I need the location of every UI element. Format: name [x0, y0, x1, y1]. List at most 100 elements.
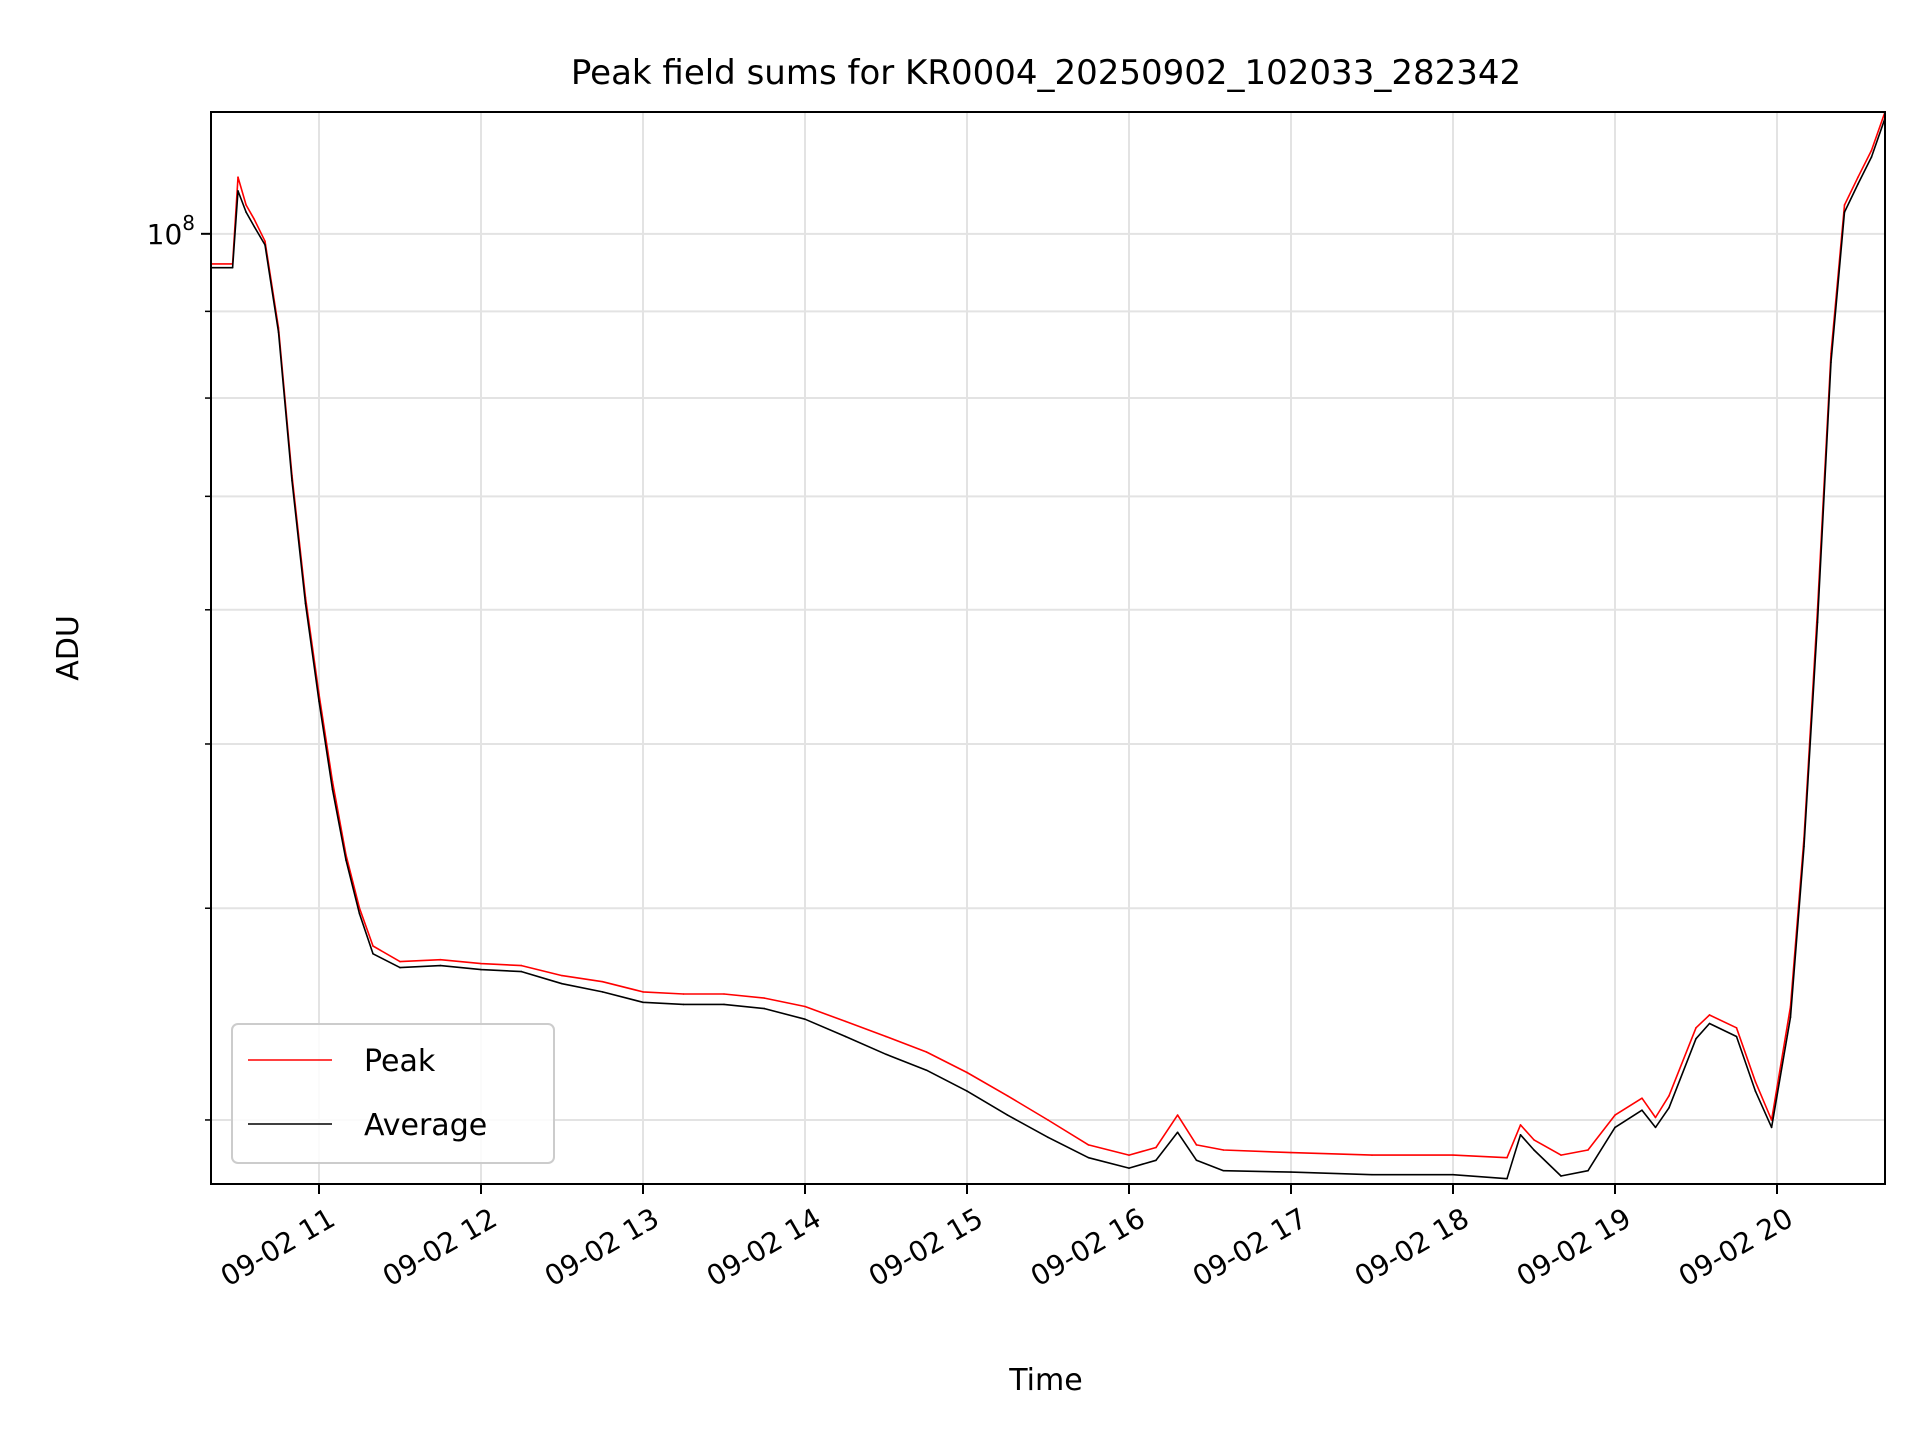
data-point-peak-27: [885, 1035, 887, 1038]
data-point-average-3: [237, 190, 239, 192]
data-point-peak-61: [1870, 149, 1873, 152]
data-point-peak-6: [264, 240, 266, 243]
data-point-average-55: [1789, 1016, 1792, 1018]
data-point-peak-26: [844, 1020, 847, 1023]
data-point-peak-3: [237, 176, 239, 178]
data-point-average-18: [520, 970, 523, 973]
data-point-average-25: [804, 1018, 806, 1021]
data-point-average-32: [1087, 1156, 1090, 1159]
data-point-average-16: [439, 964, 442, 967]
series-line-average: [211, 118, 1886, 1180]
data-point-average-61: [1870, 156, 1873, 158]
data-point-peak-36: [1195, 1144, 1198, 1146]
data-point-peak-45: [1587, 1149, 1589, 1151]
data-point-average-52: [1735, 1035, 1738, 1038]
data-point-average-57: [1816, 621, 1819, 623]
data-point-average-19: [561, 982, 563, 985]
data-point-average-44: [1560, 1175, 1562, 1177]
x-axis-label: Time: [1008, 1363, 1082, 1398]
data-point-average-22: [682, 1003, 685, 1006]
data-point-peak-21: [642, 991, 644, 993]
data-point-average-17: [480, 968, 482, 971]
data-point-peak-41: [1506, 1156, 1508, 1159]
data-point-average-6: [264, 244, 266, 246]
data-point-peak-60: [1857, 176, 1859, 178]
series-line-peak: [211, 111, 1886, 1159]
data-point-average-33: [1128, 1167, 1130, 1169]
data-point-peak-32: [1087, 1144, 1090, 1146]
data-point-average-40: [1452, 1173, 1454, 1176]
data-point-average-13: [358, 912, 361, 915]
data-point-peak-14: [372, 945, 374, 947]
data-point-average-10: [318, 700, 320, 702]
data-point-average-50: [1695, 1037, 1697, 1040]
data-point-average-7: [277, 331, 280, 333]
data-point-average-23: [723, 1003, 725, 1006]
data-point-peak-5: [253, 218, 255, 221]
data-point-average-9: [304, 602, 307, 605]
data-point-average-30: [1006, 1114, 1009, 1116]
data-point-average-47: [1641, 1109, 1643, 1112]
data-point-peak-46: [1614, 1114, 1616, 1116]
plot-frame: [210, 111, 1886, 1185]
data-point-peak-43: [1533, 1139, 1535, 1141]
data-point-average-29: [966, 1090, 968, 1092]
data-point-average-5: [253, 225, 255, 228]
data-point-average-38: [1290, 1171, 1292, 1173]
data-point-peak-33: [1128, 1154, 1130, 1156]
data-point-peak-13: [358, 907, 361, 910]
data-point-peak-34: [1155, 1146, 1157, 1149]
data-point-peak-44: [1560, 1154, 1562, 1156]
data-point-average-53: [1754, 1090, 1757, 1092]
data-point-peak-35: [1176, 1114, 1179, 1116]
legend-box: [231, 1023, 555, 1164]
data-point-average-49: [1668, 1106, 1670, 1109]
data-point-peak-22: [682, 993, 685, 995]
data-point-peak-29: [966, 1071, 968, 1074]
grid-layer: [211, 112, 1885, 1184]
y-axis-label: ADU: [51, 615, 86, 681]
data-point-average-12: [345, 859, 347, 861]
data-point-average-35: [1176, 1131, 1179, 1134]
data-point-average-42: [1519, 1134, 1522, 1136]
data-point-average-4: [245, 211, 247, 213]
data-point-peak-25: [804, 1005, 806, 1008]
data-point-average-27: [885, 1053, 887, 1056]
data-point-peak-48: [1654, 1116, 1657, 1119]
data-point-average-54: [1770, 1126, 1773, 1129]
data-point-peak-52: [1735, 1027, 1738, 1029]
data-point-average-11: [331, 788, 334, 791]
data-point-average-20: [601, 991, 604, 993]
data-point-peak-17: [480, 962, 482, 965]
y-tick-label-1: 108: [147, 211, 195, 251]
data-point-average-14: [372, 952, 374, 955]
data-point-peak-20: [601, 980, 604, 983]
data-point-average-8: [291, 479, 293, 482]
data-point-peak-39: [1371, 1154, 1373, 1156]
y-tick-base: 10: [147, 218, 183, 251]
data-point-peak-53: [1754, 1080, 1757, 1083]
data-point-average-21: [642, 1001, 644, 1004]
data-point-average-36: [1195, 1159, 1198, 1162]
data-point-average-34: [1155, 1159, 1157, 1162]
data-point-average-51: [1708, 1022, 1711, 1025]
legend: Peak Average: [231, 1023, 555, 1164]
data-point-average-45: [1587, 1169, 1589, 1172]
data-point-average-59: [1843, 211, 1846, 213]
data-point-average-37: [1222, 1169, 1225, 1172]
data-point-average-43: [1533, 1149, 1535, 1151]
data-point-peak-16: [439, 958, 442, 961]
data-point-average-31: [1047, 1136, 1049, 1139]
data-point-peak-38: [1290, 1151, 1292, 1154]
data-point-average-15: [399, 966, 401, 969]
data-point-average-39: [1371, 1173, 1373, 1176]
legend-label-average: Average: [364, 1108, 487, 1143]
data-point-peak-18: [520, 964, 523, 967]
data-point-peak-24: [763, 997, 766, 999]
legend-label-peak: Peak: [364, 1044, 436, 1079]
data-point-peak-23: [723, 993, 725, 995]
data-point-peak-15: [399, 960, 401, 963]
data-point-peak-19: [561, 974, 563, 977]
